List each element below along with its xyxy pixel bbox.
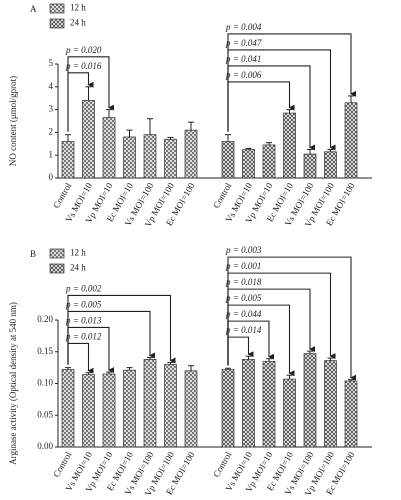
bracket <box>227 256 356 381</box>
p-value-label: p = 0.003 <box>225 245 262 255</box>
bracket <box>227 33 356 132</box>
bar <box>221 141 235 179</box>
bar <box>283 378 296 448</box>
p-value-label: p = 0.014 <box>225 325 262 335</box>
panel-label: A <box>30 4 37 14</box>
bar <box>184 129 198 179</box>
p-value-label: p = 0.041 <box>225 54 261 64</box>
legend-swatch <box>49 263 65 274</box>
bar <box>82 100 95 179</box>
bar <box>123 136 136 179</box>
y-tick-label: 4 <box>49 81 54 91</box>
p-value-label: p = 0.020 <box>65 45 102 55</box>
bar <box>143 359 157 448</box>
p-value-label: p = 0.006 <box>225 70 262 80</box>
bracket <box>67 56 114 132</box>
bracket <box>227 81 295 132</box>
bar <box>143 134 157 179</box>
bar <box>324 360 337 448</box>
legend-swatch <box>49 18 65 29</box>
bar <box>61 141 75 179</box>
legend-label: 12 h <box>70 248 86 258</box>
y-tick-label: 0 <box>49 172 54 182</box>
p-value-label: p = 0.001 <box>225 261 261 271</box>
bar <box>102 117 116 179</box>
y-tick-label: 5 <box>49 58 54 68</box>
p-value-label: p = 0.012 <box>65 332 102 342</box>
bar <box>324 151 337 179</box>
p-value-label: p = 0.018 <box>225 277 262 287</box>
legend-label: 12 h <box>70 3 86 13</box>
bar <box>262 144 276 179</box>
bracket <box>227 49 336 151</box>
y-tick-label: 0.00 <box>37 441 53 451</box>
p-value-label: p = 0.005 <box>65 300 102 310</box>
p-value-label: p = 0.004 <box>225 22 262 32</box>
bar <box>61 369 75 448</box>
legend-label: 24 h <box>70 263 86 273</box>
y-tick-label: 2 <box>49 126 54 136</box>
bar <box>184 370 198 448</box>
bar <box>164 138 177 179</box>
y-tick-label: 0.15 <box>37 346 53 356</box>
y-axis-label: NO content (μmol/gprot) <box>8 76 18 166</box>
bracket <box>67 342 94 374</box>
panel-label: B <box>30 249 36 259</box>
legend-swatch <box>49 3 65 14</box>
bar <box>102 373 116 448</box>
bar <box>303 153 317 179</box>
bar <box>344 102 358 179</box>
p-value-label: p = 0.002 <box>65 284 102 294</box>
bar <box>283 112 296 179</box>
bar <box>242 359 255 448</box>
bar <box>123 369 136 448</box>
y-axis-label: Arginase activity (Optical density at 54… <box>8 302 18 465</box>
bar <box>344 380 358 448</box>
bar <box>262 360 276 448</box>
bracket <box>67 294 176 365</box>
bar <box>242 149 255 179</box>
bar <box>303 353 317 448</box>
y-tick-label: 1 <box>49 149 54 159</box>
bar <box>221 369 235 448</box>
p-value-label: p = 0.016 <box>65 61 102 71</box>
y-tick-label: 0.05 <box>37 409 53 419</box>
p-value-label: p = 0.013 <box>65 316 102 326</box>
p-value-label: p = 0.044 <box>225 309 262 319</box>
bar <box>82 374 95 448</box>
bar <box>164 364 177 448</box>
y-tick-label: 0.20 <box>37 314 53 324</box>
p-value-label: p = 0.047 <box>225 38 262 48</box>
p-value-label: p = 0.005 <box>225 293 262 303</box>
legend-swatch <box>49 248 65 259</box>
y-tick-label: 0.10 <box>37 378 53 388</box>
y-tick-label: 3 <box>49 104 54 114</box>
legend-label: 24 h <box>70 18 86 28</box>
